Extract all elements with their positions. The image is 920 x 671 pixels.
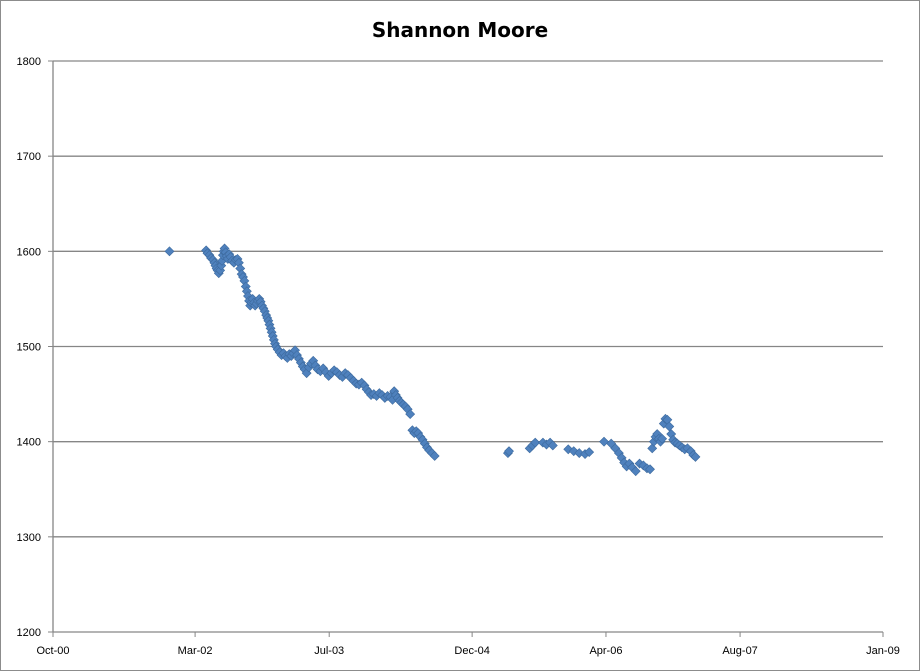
x-tick-label: Aug-07: [722, 645, 757, 657]
axes: [48, 60, 884, 637]
x-tick-label: Oct-00: [36, 645, 69, 657]
data-point-marker: [630, 466, 641, 477]
data-point-marker: [664, 421, 675, 432]
y-tick-labels: 1200 1300 1400 1500 1600 1700 1800: [17, 56, 41, 639]
y-tick-label: 1200: [17, 627, 41, 639]
data-points: [164, 243, 701, 477]
y-tick-label: 1300: [17, 532, 41, 544]
data-point-marker: [584, 447, 595, 458]
x-tick-labels: Oct-00 Mar-02 Jul-03 Dec-04 Apr-06 Aug-07 Jan-…: [36, 645, 899, 657]
data-point-marker: [547, 440, 558, 451]
data-point-marker: [405, 409, 416, 419]
data-point-marker: [647, 443, 658, 454]
data-point-marker: [645, 464, 655, 475]
data-point-marker: [504, 446, 514, 457]
x-tick-label: Apr-06: [589, 645, 622, 657]
y-tick-label: 1700: [17, 151, 41, 163]
data-point-marker: [164, 246, 175, 257]
data-point-marker: [657, 433, 668, 444]
x-tick-label: Dec-04: [454, 645, 489, 657]
data-point-marker: [530, 437, 541, 448]
x-tick-label: Mar-02: [178, 645, 213, 657]
y-tick-label: 1600: [17, 246, 41, 258]
y-tick-label: 1800: [17, 56, 41, 68]
data-point-marker: [599, 436, 609, 447]
data-point-marker: [429, 451, 440, 461]
data-point-marker: [690, 451, 701, 462]
y-tick-label: 1500: [17, 342, 41, 354]
chart-title: Shannon Moore: [371, 18, 549, 42]
x-tick-label: Jan-09: [866, 645, 900, 657]
y-tick-label: 1400: [17, 437, 41, 449]
gridlines: [53, 60, 883, 538]
x-tick-label: Jul-03: [314, 645, 344, 657]
